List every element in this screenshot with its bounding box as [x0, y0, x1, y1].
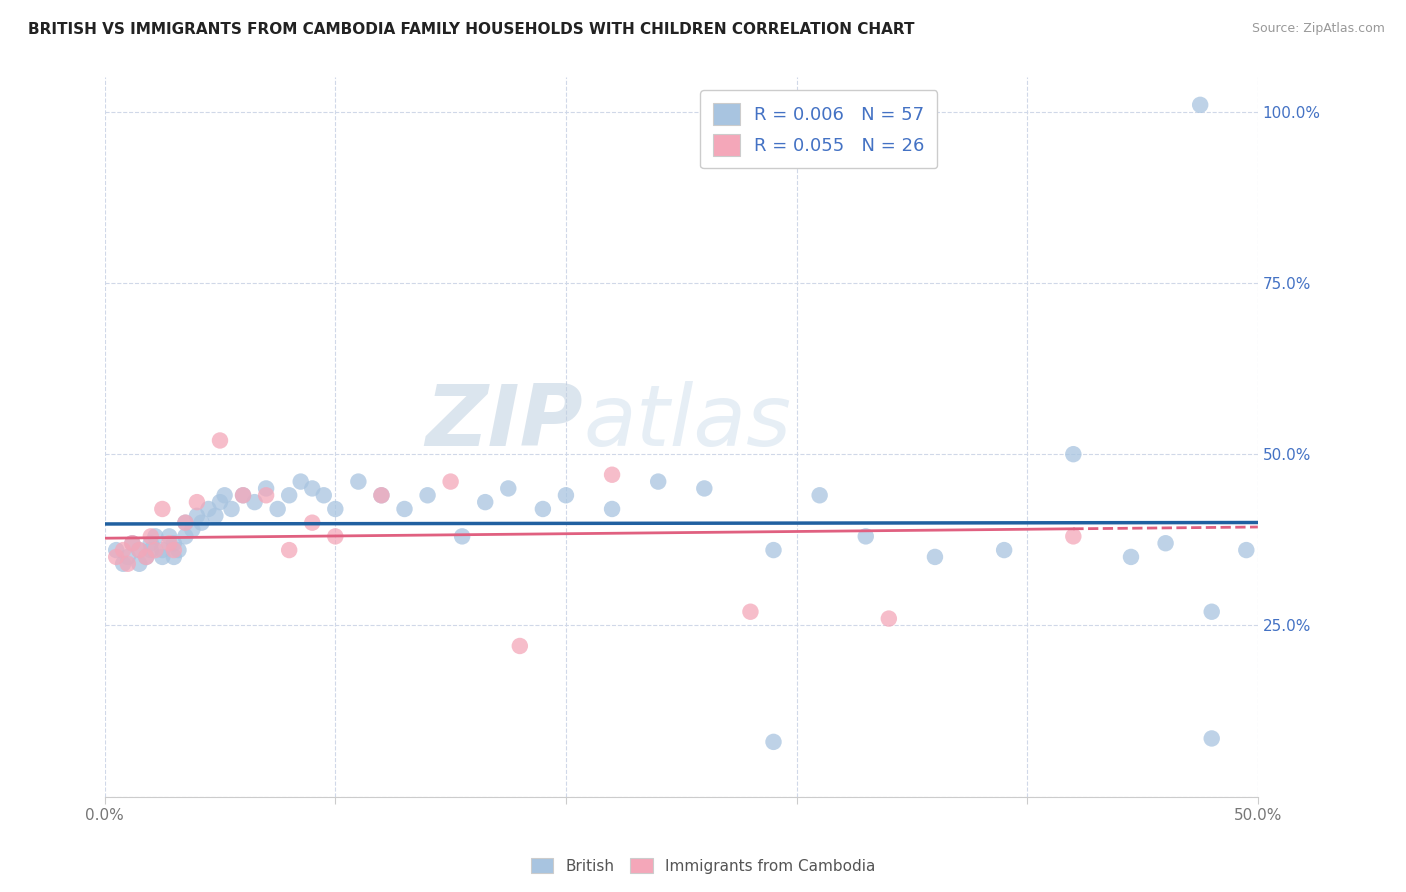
Point	[555, 488, 578, 502]
Point	[214, 488, 236, 502]
Point	[163, 549, 186, 564]
Point	[301, 482, 323, 496]
Point	[139, 536, 162, 550]
Point	[370, 488, 392, 502]
Point	[243, 495, 266, 509]
Point	[150, 502, 173, 516]
Point	[278, 543, 301, 558]
Point	[204, 508, 226, 523]
Point	[163, 536, 186, 550]
Point	[221, 502, 243, 516]
Point	[117, 549, 139, 564]
Point	[121, 536, 143, 550]
Point	[278, 488, 301, 502]
Point	[1234, 543, 1257, 558]
Point	[301, 516, 323, 530]
Point	[498, 482, 520, 496]
Point	[145, 543, 167, 558]
Point	[139, 543, 162, 558]
Point	[1062, 447, 1084, 461]
Point	[135, 549, 157, 564]
Point	[186, 495, 208, 509]
Point	[174, 529, 197, 543]
Point	[323, 529, 346, 543]
Point	[105, 549, 128, 564]
Point	[877, 611, 900, 625]
Point	[150, 543, 173, 558]
Point	[112, 543, 135, 558]
Point	[509, 639, 531, 653]
Point	[312, 488, 335, 502]
Point	[416, 488, 439, 502]
Point	[150, 549, 173, 564]
Point	[128, 543, 150, 558]
Point	[1201, 731, 1223, 746]
Point	[117, 557, 139, 571]
Point	[1062, 529, 1084, 543]
Point	[347, 475, 370, 489]
Point	[128, 557, 150, 571]
Point	[647, 475, 669, 489]
Text: BRITISH VS IMMIGRANTS FROM CAMBODIA FAMILY HOUSEHOLDS WITH CHILDREN CORRELATION : BRITISH VS IMMIGRANTS FROM CAMBODIA FAMI…	[28, 22, 915, 37]
Point	[139, 529, 162, 543]
Legend: British, Immigrants from Cambodia: British, Immigrants from Cambodia	[524, 852, 882, 880]
Point	[808, 488, 831, 502]
Point	[105, 543, 128, 558]
Point	[232, 488, 254, 502]
Point	[174, 516, 197, 530]
Point	[693, 482, 716, 496]
Point	[208, 495, 231, 509]
Point	[254, 488, 277, 502]
Point	[855, 529, 877, 543]
Legend: R = 0.006   N = 57, R = 0.055   N = 26: R = 0.006 N = 57, R = 0.055 N = 26	[700, 90, 938, 169]
Point	[474, 495, 496, 509]
Point	[112, 557, 135, 571]
Point	[197, 502, 219, 516]
Point	[254, 482, 277, 496]
Text: ZIP: ZIP	[426, 381, 583, 464]
Point	[531, 502, 554, 516]
Point	[323, 502, 346, 516]
Point	[266, 502, 288, 516]
Point	[1201, 605, 1223, 619]
Point	[181, 523, 204, 537]
Text: atlas: atlas	[583, 381, 792, 464]
Point	[1189, 98, 1212, 112]
Point	[290, 475, 312, 489]
Point	[128, 543, 150, 558]
Point	[208, 434, 231, 448]
Point	[762, 735, 785, 749]
Point	[121, 536, 143, 550]
Point	[186, 508, 208, 523]
Point	[145, 529, 167, 543]
Point	[157, 536, 180, 550]
Point	[232, 488, 254, 502]
Point	[440, 475, 463, 489]
Point	[451, 529, 474, 543]
Point	[993, 543, 1015, 558]
Point	[762, 543, 785, 558]
Point	[394, 502, 416, 516]
Point	[1119, 549, 1142, 564]
Point	[157, 529, 180, 543]
Point	[190, 516, 212, 530]
Point	[600, 467, 623, 482]
Point	[600, 502, 623, 516]
Point	[174, 516, 197, 530]
Point	[1154, 536, 1177, 550]
Point	[135, 549, 157, 564]
Point	[167, 543, 190, 558]
Text: Source: ZipAtlas.com: Source: ZipAtlas.com	[1251, 22, 1385, 36]
Point	[924, 549, 946, 564]
Point	[740, 605, 762, 619]
Point	[370, 488, 392, 502]
Point	[163, 543, 186, 558]
